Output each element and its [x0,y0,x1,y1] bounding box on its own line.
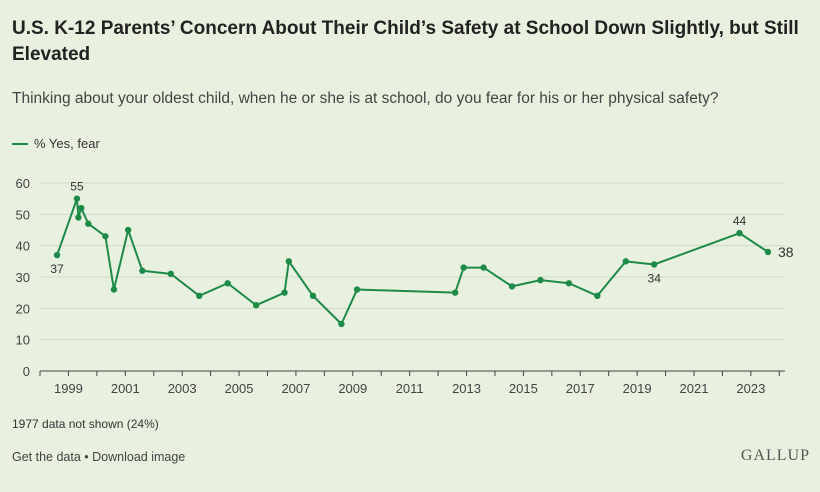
data-label: 34 [648,271,662,285]
gallup-logo: GALLUP [740,447,810,464]
data-point [594,292,601,299]
data-point [650,261,658,268]
x-axis: 1999 2001 2003 2005 2007 2009 2011 2013 2015 2017… [39,370,785,396]
get-data-link[interactable]: Get the data [12,450,81,464]
legend-line-swatch [12,142,28,145]
data-point [309,292,317,299]
data-point [53,251,61,259]
data-point [353,286,361,293]
footer-separator: • [80,450,93,464]
y-axis-ticks: 0 10 20 30 40 50 60 [16,176,30,379]
x-tick-label: 2011 [396,381,424,396]
data-point [124,226,132,234]
data-point [252,302,260,309]
y-tick-label: 50 [16,207,30,222]
data-point [285,258,293,265]
data-point [480,264,487,271]
chart-subtitle: Thinking about your oldest child, when h… [12,90,719,107]
x-tick-label: 1999 [54,381,83,396]
data-point [196,292,203,299]
x-tick-label: 2003 [168,381,197,396]
x-tick-label: 2005 [225,381,254,396]
chart-title: U.S. K-12 Parents’ Concern About Their C… [12,18,799,65]
x-tick-label: 2021 [680,381,709,396]
x-tick-label: 2017 [566,381,595,396]
y-tick-label: 0 [23,364,30,379]
y-tick-label: 60 [16,176,30,191]
grid-lines [40,182,785,341]
x-tick-label: 2013 [452,381,481,396]
data-point [460,264,467,271]
data-point [622,258,629,265]
data-labels: 37 55 34 44 38 [50,180,793,286]
y-tick-label: 30 [16,270,30,285]
data-point [85,220,92,227]
legend-label: % Yes, fear [34,136,100,151]
series-layer [53,195,772,328]
y-tick-label: 10 [16,333,30,348]
data-point [78,204,85,212]
y-tick-label: 40 [16,239,30,254]
data-point [281,289,288,296]
data-point [224,280,231,287]
data-label: 44 [733,214,747,228]
x-tick-label: 2009 [338,381,367,396]
x-tick-label: 2007 [281,381,310,396]
legend: % Yes, fear [12,136,100,151]
data-point [102,233,109,240]
x-tick-label: 2001 [111,381,140,396]
data-point [508,283,516,290]
data-point [565,280,573,287]
download-image-link[interactable]: Download image [92,450,186,464]
y-tick-label: 20 [16,301,30,316]
data-point [764,248,772,256]
series-line [56,197,769,325]
data-point [167,270,175,278]
data-point [139,267,146,274]
data-point [110,286,118,293]
data-point [537,276,544,284]
data-point [451,289,459,296]
x-tick-label: 2019 [623,381,652,396]
data-label: 55 [70,180,84,194]
data-point [338,320,345,328]
footnote: 1977 data not shown (24%) [12,417,159,431]
line-chart: 0 10 20 30 40 50 60 1999 2001 2003 2005 2007 2009 20… [16,176,794,396]
data-point [73,195,81,202]
data-label: 38 [778,244,794,260]
x-tick-label: 2015 [509,381,538,396]
footer-links: Get the data • Download image [12,450,185,464]
data-label: 37 [50,262,64,276]
data-point [75,214,82,221]
data-point [736,229,743,237]
x-tick-label: 2023 [736,381,765,396]
